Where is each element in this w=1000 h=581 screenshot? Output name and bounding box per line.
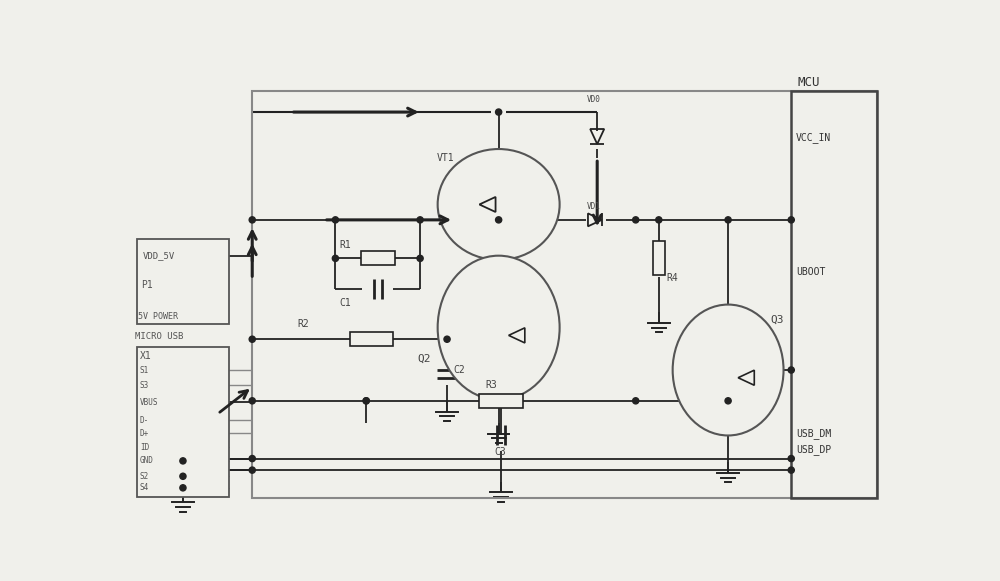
Text: USB_DP: USB_DP [796, 444, 831, 455]
Circle shape [417, 255, 423, 261]
Bar [350, 332, 393, 346]
Text: R1: R1 [339, 239, 351, 249]
Text: C3: C3 [495, 447, 507, 457]
Circle shape [249, 217, 255, 223]
Circle shape [656, 217, 662, 223]
Circle shape [633, 398, 639, 404]
Circle shape [788, 217, 794, 223]
Text: VCC_IN: VCC_IN [796, 132, 831, 143]
Text: Q3: Q3 [770, 315, 784, 325]
Text: 5V POWER: 5V POWER [138, 311, 178, 321]
Text: GND: GND [140, 457, 154, 465]
Text: C1: C1 [339, 298, 351, 308]
Bar [252, 91, 877, 498]
Circle shape [417, 217, 423, 223]
Circle shape [249, 336, 255, 342]
Text: MICRO USB: MICRO USB [135, 332, 184, 340]
Text: X1: X1 [140, 351, 152, 361]
Circle shape [788, 456, 794, 462]
Text: S4: S4 [140, 483, 149, 492]
Circle shape [788, 467, 794, 473]
Text: R4: R4 [666, 272, 678, 282]
Text: Q2: Q2 [418, 353, 431, 364]
Ellipse shape [673, 304, 784, 436]
Bar [479, 394, 523, 408]
Text: R2: R2 [297, 319, 309, 329]
Text: VBUS: VBUS [140, 398, 158, 407]
Text: D+: D+ [140, 429, 149, 437]
Circle shape [363, 398, 369, 404]
Circle shape [444, 336, 450, 342]
Circle shape [496, 109, 502, 115]
Text: S3: S3 [140, 381, 149, 390]
Bar [361, 252, 395, 266]
Circle shape [496, 217, 502, 223]
Circle shape [249, 467, 255, 473]
Circle shape [633, 217, 639, 223]
Text: MCU: MCU [797, 76, 820, 88]
Text: P1: P1 [141, 280, 153, 290]
Text: S2: S2 [140, 472, 149, 481]
Text: USB_DM: USB_DM [796, 428, 831, 439]
Circle shape [180, 458, 186, 464]
Circle shape [725, 398, 731, 404]
Bar [791, 91, 877, 498]
Circle shape [725, 217, 731, 223]
Bar [653, 242, 665, 275]
Bar [137, 347, 229, 497]
Circle shape [180, 473, 186, 479]
Text: VD1: VD1 [586, 202, 600, 210]
Circle shape [332, 217, 338, 223]
Bar [137, 239, 229, 324]
Text: VDD_5V: VDD_5V [143, 252, 175, 260]
Text: ID: ID [140, 443, 149, 451]
Circle shape [363, 398, 369, 404]
Circle shape [332, 255, 338, 261]
Text: C2: C2 [453, 365, 465, 375]
Ellipse shape [438, 149, 560, 260]
Circle shape [180, 485, 186, 491]
Text: VD0: VD0 [586, 95, 600, 104]
Text: R3: R3 [486, 381, 497, 390]
Circle shape [788, 367, 794, 373]
Text: D-: D- [140, 415, 149, 425]
Text: S1: S1 [140, 365, 149, 375]
Circle shape [249, 456, 255, 462]
Text: UBOOT: UBOOT [796, 267, 825, 277]
Text: VT1: VT1 [437, 153, 455, 163]
Ellipse shape [438, 256, 560, 400]
Circle shape [249, 398, 255, 404]
